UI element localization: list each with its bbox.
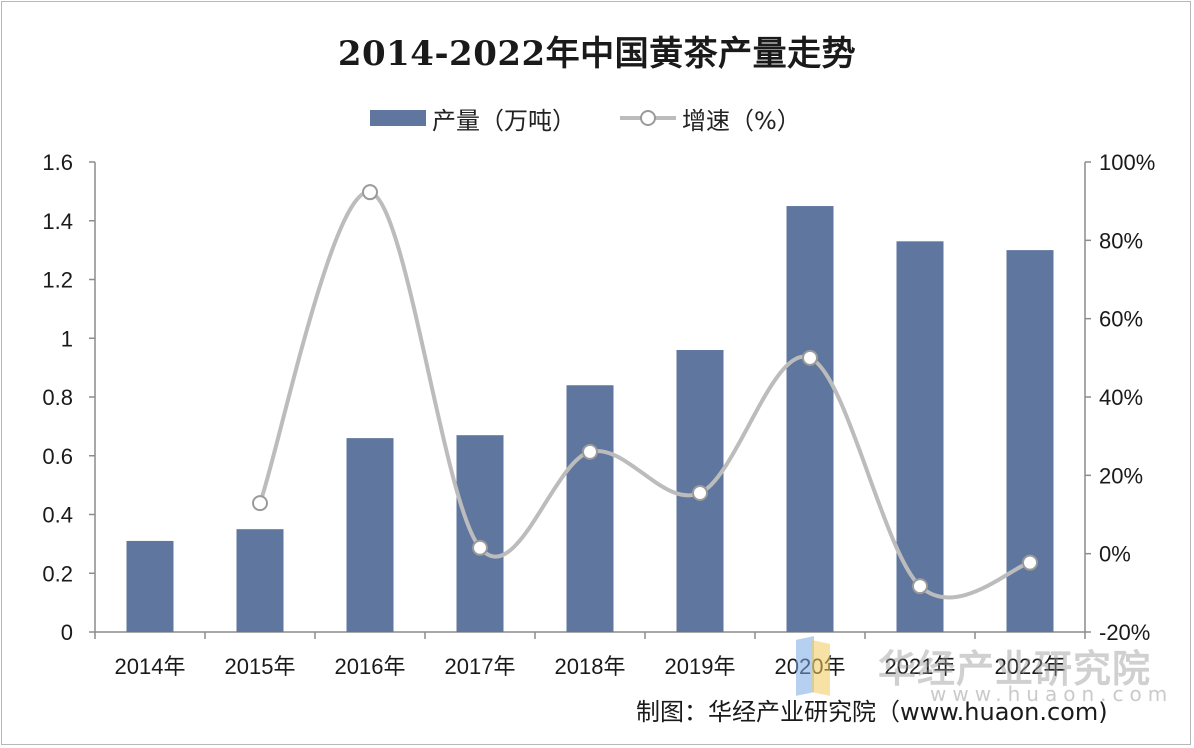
y-right-tick-label: 100% (1099, 150, 1155, 175)
x-tick-label: 2017年 (445, 654, 516, 679)
source-note: 制图：华经产业研究院（www.huaon.com) (636, 698, 1108, 726)
y-right-tick-label: 40% (1099, 385, 1143, 410)
x-tick-label: 2022年 (995, 654, 1066, 679)
point-growth-rate (472, 539, 488, 556)
chart-legend: 产量（万吨） 增速（%） (370, 100, 845, 136)
y-left-tick-label: 1 (61, 326, 73, 351)
point-growth-rate (1022, 554, 1038, 571)
point-growth-rate (802, 349, 818, 366)
point-growth-rate (362, 184, 378, 201)
y-right-tick-label: 80% (1099, 228, 1143, 253)
legend-label-production: 产量（万吨） (432, 106, 576, 135)
bar-production (1006, 250, 1054, 632)
bar-production (566, 385, 614, 632)
bar-production (346, 438, 394, 632)
x-tick-label: 2015年 (225, 654, 296, 679)
x-tick-label: 2018年 (555, 654, 626, 679)
y-left-tick-label: 0.6 (42, 444, 73, 469)
legend-bar-swatch (370, 110, 426, 126)
x-tick-label: 2020年 (775, 654, 846, 679)
chart-title: 2014-2022年中国黄茶产量走势 (337, 34, 857, 74)
y-right-tick-label: -20% (1099, 620, 1150, 645)
y-left-tick-label: 0.8 (42, 385, 73, 410)
y-right-tick-label: 60% (1099, 307, 1143, 332)
point-growth-rate (692, 484, 708, 501)
point-growth-rate (252, 495, 268, 512)
legend-item-production: 产量（万吨） (370, 101, 576, 136)
point-growth-rate (912, 578, 928, 595)
x-tick-label: 2019年 (665, 654, 736, 679)
y-right-tick-label: 0% (1099, 542, 1131, 567)
bar-production (126, 540, 174, 632)
y-left-tick-label: 0 (61, 620, 73, 645)
bar-production (896, 241, 944, 632)
bar-production (786, 206, 834, 632)
legend-label-growth: 增速（%） (682, 106, 801, 135)
y-left-tick-label: 1.6 (42, 150, 73, 175)
point-growth-rate (582, 443, 598, 460)
bar-production (236, 529, 284, 632)
legend-line-swatch (620, 110, 676, 126)
x-tick-label: 2021年 (885, 654, 956, 679)
y-left-tick-label: 1.4 (42, 209, 73, 234)
legend-item-growth: 增速（%） (620, 101, 801, 136)
bar-production (456, 435, 504, 632)
x-tick-label: 2016年 (335, 654, 406, 679)
y-left-tick-label: 0.4 (42, 503, 73, 528)
y-left-tick-label: 1.2 (42, 268, 73, 293)
y-left-tick-label: 0.2 (42, 561, 73, 586)
x-tick-label: 2014年 (115, 654, 186, 679)
y-right-tick-label: 20% (1099, 463, 1143, 488)
